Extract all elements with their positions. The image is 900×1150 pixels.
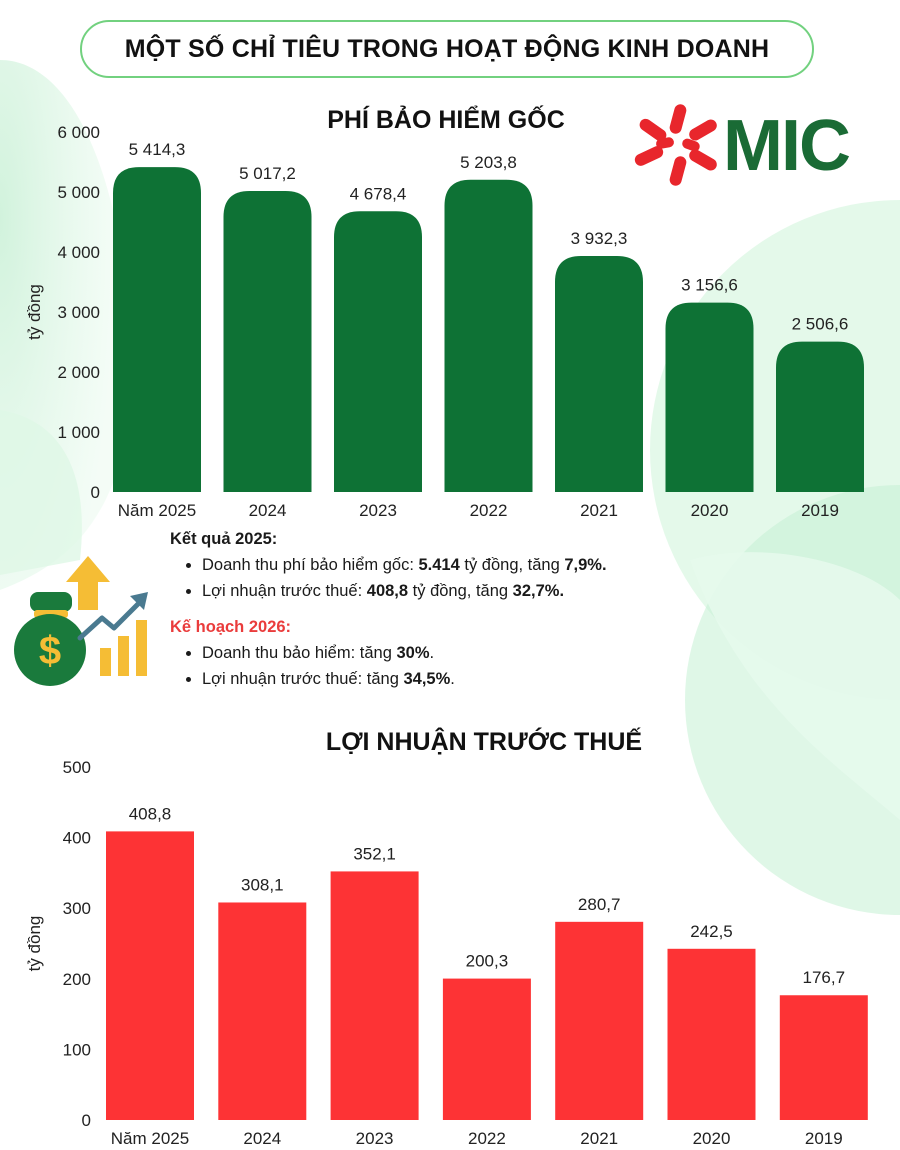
x-tick-label: 2020: [693, 1129, 731, 1148]
x-tick-label: 2024: [243, 1129, 281, 1148]
x-tick-label: 2022: [470, 501, 508, 520]
y-tick-label: 300: [63, 899, 91, 918]
x-tick-label: 2023: [356, 1129, 394, 1148]
x-tick-label: 2024: [249, 501, 287, 520]
bar: [223, 190, 312, 492]
x-tick-label: 2023: [359, 501, 397, 520]
chart-title: LỢI NHUẬN TRƯỚC THUẾ: [326, 726, 642, 756]
bar: [330, 871, 419, 1120]
y-tick-label: 400: [63, 829, 91, 848]
up-arrow-icon: [66, 556, 110, 610]
item-text: Doanh thu bảo hiểm: tăng: [202, 644, 397, 662]
y-tick-label: 100: [63, 1040, 91, 1059]
data-label: 280,7: [578, 895, 621, 914]
item-text: Doanh thu phí bảo hiểm gốc:: [202, 556, 419, 574]
item-text: tỷ đồng, tăng: [459, 556, 565, 574]
list-item: Doanh thu bảo hiểm: tăng 30%.: [202, 640, 730, 666]
item-value: 408,8: [366, 582, 409, 600]
data-label: 3 156,6: [681, 276, 738, 295]
list-item: Doanh thu phí bảo hiểm gốc: 5.414 tỷ đồn…: [202, 552, 730, 578]
y-tick-label: 0: [91, 483, 100, 502]
money-growth-icon: $: [14, 556, 148, 686]
item-value: 5.414: [418, 556, 460, 574]
data-label: 5 017,2: [239, 164, 296, 183]
x-tick-label: Năm 2025: [111, 1129, 189, 1148]
item-text: tỷ đồng, tăng: [408, 582, 513, 600]
bar: [776, 341, 864, 492]
item-text: Lợi nhuận trước thuế: tăng: [202, 670, 404, 688]
y-axis-label: tỷ đồng: [25, 284, 44, 340]
y-tick-label: 500: [63, 758, 91, 777]
data-label: 242,5: [690, 922, 733, 941]
item-value: 7,9%.: [564, 556, 607, 574]
result-list: Doanh thu phí bảo hiểm gốc: 5.414 tỷ đồn…: [170, 552, 730, 604]
x-tick-label: 2021: [580, 501, 618, 520]
bar: [113, 167, 201, 492]
premium-chart: PHÍ BẢO HIỂM GỐC tỷ đồng 0 1 000 2 000 3 000 4…: [25, 104, 864, 520]
bar: [555, 256, 643, 492]
item-text: .: [429, 644, 435, 662]
profit-chart: LỢI NHUẬN TRƯỚC THUẾ tỷ đồng 0 100 200 300 400…: [25, 726, 868, 1148]
bar: [444, 179, 533, 492]
svg-text:$: $: [39, 629, 61, 673]
y-tick-label: 200: [63, 970, 91, 989]
data-label: 176,7: [803, 968, 846, 987]
y-tick-label: 5 000: [57, 183, 100, 202]
data-label: 5 414,3: [129, 140, 186, 159]
y-axis-label: tỷ đồng: [25, 916, 44, 972]
logo-text: MIC: [723, 106, 851, 186]
data-label: 352,1: [353, 844, 396, 863]
bg-swoosh-right: [690, 552, 900, 820]
data-label: 308,1: [241, 875, 284, 894]
data-label: 2 506,6: [792, 315, 849, 334]
y-tick-label: 1 000: [57, 423, 100, 442]
item-text: Lợi nhuận trước thuế:: [202, 582, 367, 600]
y-tick-label: 6 000: [57, 123, 100, 142]
bg-swoosh-left-2: [0, 410, 82, 575]
mic-logo: [634, 104, 717, 186]
bar: [218, 902, 307, 1120]
x-tick-label: 2021: [580, 1129, 618, 1148]
x-tick-label: 2022: [468, 1129, 506, 1148]
bar: [555, 921, 644, 1120]
bar: [334, 211, 422, 492]
item-text: .: [450, 670, 455, 688]
bar-growth-icon: [100, 620, 147, 676]
item-value: 30%: [396, 644, 430, 662]
money-bag-icon: $: [14, 592, 86, 686]
bar: [667, 948, 756, 1120]
data-label: 4 678,4: [350, 184, 407, 203]
data-label: 200,3: [466, 952, 509, 971]
plan-list: Doanh thu bảo hiểm: tăng 30%. Lợi nhuận …: [170, 640, 730, 692]
data-label: 5 203,8: [460, 153, 517, 172]
info-panel: Kết quả 2025: Doanh thu phí bảo hiểm gốc…: [170, 530, 730, 706]
bar: [442, 978, 531, 1120]
item-value: 32,7%.: [512, 582, 565, 600]
trend-arrow-icon: [77, 599, 143, 641]
bar: [779, 995, 868, 1120]
y-tick-label: 2 000: [57, 363, 100, 382]
result-heading: Kết quả 2025:: [170, 530, 278, 548]
list-item: Lợi nhuận trước thuế: 408,8 tỷ đồng, tăn…: [202, 578, 730, 604]
y-tick-label: 4 000: [57, 243, 100, 262]
data-label: 408,8: [129, 804, 172, 823]
chart-title: PHÍ BẢO HIỂM GỐC: [327, 104, 565, 134]
data-label: 3 932,3: [571, 229, 628, 248]
item-value: 34,5%: [403, 670, 451, 688]
plan-heading: Kế hoạch 2026:: [170, 618, 292, 636]
x-tick-label: 2019: [801, 501, 839, 520]
bar: [665, 302, 754, 492]
list-item: Lợi nhuận trước thuế: tăng 34,5%.: [202, 666, 730, 692]
y-tick-label: 3 000: [57, 303, 100, 322]
logo-star-icon: [634, 104, 717, 186]
bar: [106, 831, 194, 1120]
x-tick-label: Năm 2025: [118, 501, 196, 520]
y-tick-label: 0: [82, 1111, 91, 1130]
x-tick-label: 2020: [691, 501, 729, 520]
page-title: MỘT SỐ CHỈ TIÊU TRONG HOẠT ĐỘNG KINH DOA…: [80, 20, 814, 78]
x-tick-label: 2019: [805, 1129, 843, 1148]
